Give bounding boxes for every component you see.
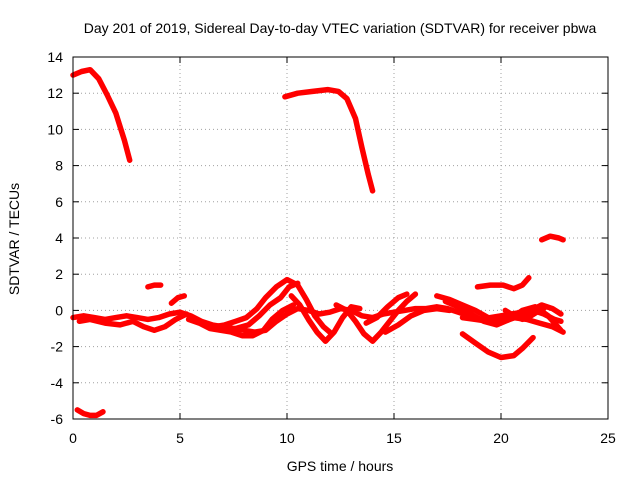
y-tick-label: 0	[55, 302, 63, 318]
series-arc-16	[363, 291, 410, 326]
y-tick-label: 2	[55, 266, 63, 282]
x-tick-label: 25	[600, 430, 616, 446]
x-tick-label: 5	[176, 430, 184, 446]
series-arc-03	[282, 86, 376, 194]
series-layer	[70, 66, 566, 419]
series-arc-13	[222, 280, 301, 334]
series-arc-07	[474, 275, 532, 292]
chart-title: Day 201 of 2019, Sidereal Day-to-day VTE…	[84, 20, 597, 36]
series-arc-05	[145, 282, 164, 290]
y-tick-label: 12	[47, 85, 63, 101]
y-tick-label: 14	[47, 49, 63, 65]
y-tick-label: -4	[51, 375, 64, 391]
x-axis-label: GPS time / hours	[287, 458, 394, 474]
series-arc-15	[333, 291, 419, 344]
series-arc-17	[382, 305, 453, 335]
x-tick-label: 20	[493, 430, 509, 446]
x-tick-label: 0	[69, 430, 77, 446]
series-arc-04	[538, 233, 566, 243]
y-tick-label: 6	[55, 194, 63, 210]
x-tick-label: 15	[386, 430, 402, 446]
y-tick-label: 4	[55, 230, 63, 246]
tick-labels: 0 5 10 15 20 25 -6 -4 -2 0 2 4 6 8 10 12 14	[47, 49, 616, 446]
series-arc-12	[200, 276, 333, 335]
series-arc-21	[502, 304, 549, 323]
y-tick-label: 8	[55, 158, 63, 174]
y-tick-label: 10	[47, 121, 63, 137]
axis-ticks	[72, 56, 609, 420]
series-arc-06	[168, 293, 188, 306]
x-tick-label: 10	[279, 430, 295, 446]
y-axis-label: SDTVAR / TECUs	[6, 183, 22, 295]
y-tick-label: -6	[51, 411, 64, 427]
series-arc-10	[76, 311, 190, 334]
series-arc-01	[70, 66, 133, 163]
y-tick-label: -2	[51, 339, 64, 355]
series-arc-14	[288, 293, 363, 344]
grid	[73, 57, 608, 419]
series-arc-02	[74, 407, 106, 419]
series-arc-08	[459, 331, 536, 361]
